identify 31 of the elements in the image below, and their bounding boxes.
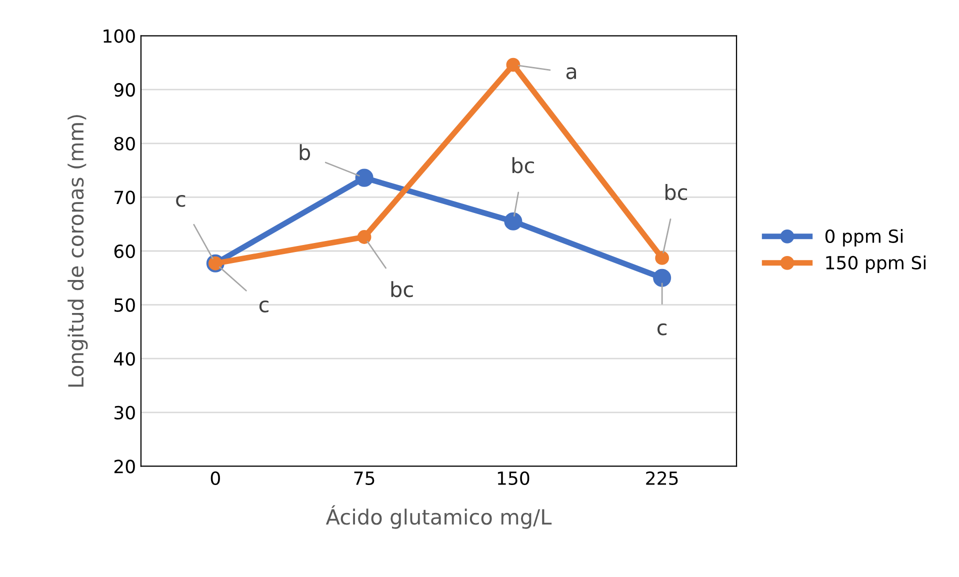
x-tick-label: 75	[354, 472, 374, 486]
y-tick-label: 30	[114, 406, 135, 420]
point	[506, 58, 520, 72]
y-tick-label: 90	[114, 83, 135, 97]
annotation: b	[300, 144, 310, 160]
y-tick-label: 80	[114, 136, 135, 150]
legend-label: 150 ppm Si	[826, 256, 926, 273]
y-tick-label: 60	[114, 244, 135, 258]
x-tick-label: 0	[210, 471, 220, 486]
x-axis-title: Ácido glutamico mg/L	[326, 505, 552, 529]
y-tick-label: 20	[114, 460, 135, 474]
point	[357, 230, 372, 244]
annotation: bc	[666, 184, 688, 200]
point	[355, 168, 374, 187]
annotation: c	[657, 323, 667, 336]
y-tick-label: 50	[114, 298, 135, 312]
annotation: c	[259, 300, 268, 312]
annotation: a	[566, 67, 576, 80]
point	[504, 212, 522, 230]
legend-label: 0 ppm Si	[825, 229, 903, 246]
annotation: bc	[512, 157, 534, 174]
y-axis-title: Longitud de coronas (mm)	[68, 115, 88, 387]
point	[653, 268, 672, 287]
y-tick-label: 70	[114, 190, 135, 204]
annotation: bc	[391, 281, 413, 298]
y-tick-label: 100	[104, 29, 135, 43]
point	[655, 251, 670, 265]
x-tick-label: 225	[646, 471, 678, 486]
y-tick-label: 40	[114, 352, 135, 366]
annotation: c	[176, 194, 186, 207]
x-tick-label: 150	[498, 471, 530, 486]
